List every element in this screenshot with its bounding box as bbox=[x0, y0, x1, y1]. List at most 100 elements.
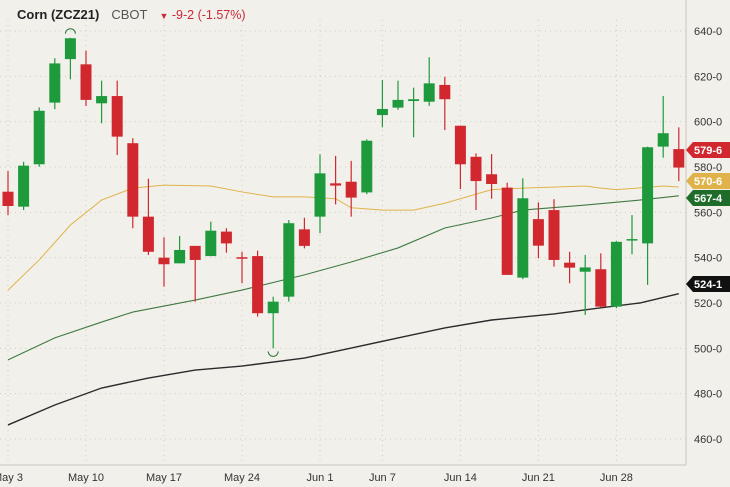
y-tick-label: 580-0 bbox=[694, 162, 722, 174]
candle-body bbox=[142, 216, 154, 252]
candle-body bbox=[49, 63, 61, 103]
y-tick-label: 600-0 bbox=[694, 117, 722, 129]
candle-body bbox=[220, 231, 232, 244]
x-tick-label: Jun 7 bbox=[369, 472, 396, 484]
candle-body bbox=[127, 143, 139, 217]
candle bbox=[361, 139, 373, 195]
y-tick-label: 540-0 bbox=[694, 253, 722, 265]
price-tag-label: 567-4 bbox=[694, 193, 723, 205]
price-tag-label: 570-6 bbox=[694, 176, 722, 188]
candle-body bbox=[267, 301, 279, 314]
x-tick-label: Jun 1 bbox=[307, 472, 334, 484]
candle bbox=[486, 154, 498, 199]
y-tick-label: 560-0 bbox=[694, 207, 722, 219]
candle-body bbox=[345, 181, 357, 198]
x-tick-label: May 17 bbox=[146, 472, 182, 484]
candle bbox=[626, 215, 638, 255]
candle-body bbox=[439, 84, 451, 100]
candle bbox=[439, 76, 451, 131]
candle-body bbox=[111, 96, 123, 137]
candle-body bbox=[501, 187, 513, 275]
moving-average-line bbox=[7, 184, 679, 291]
x-tick-label: May 24 bbox=[224, 472, 260, 484]
x-tick-label: Jun 21 bbox=[522, 472, 555, 484]
high-marker bbox=[64, 28, 76, 34]
y-tick-label: 460-0 bbox=[694, 434, 722, 446]
candle bbox=[330, 155, 342, 205]
triangle-down-icon: ▼ bbox=[159, 11, 169, 21]
candle bbox=[314, 154, 326, 234]
ma-mid-tag: 567-4 bbox=[686, 190, 730, 206]
candle bbox=[174, 235, 186, 264]
last-price-tag: 579-6 bbox=[686, 142, 730, 158]
chart-header: Corn (ZCZ21) CBOT ▼ -9-2 (-1.57%) bbox=[17, 7, 246, 22]
candle bbox=[408, 87, 420, 138]
candle bbox=[345, 160, 357, 217]
candle bbox=[673, 127, 685, 182]
candle bbox=[470, 153, 482, 211]
candle bbox=[18, 161, 30, 211]
candle bbox=[501, 182, 513, 275]
candle bbox=[532, 202, 544, 259]
y-tick-label: 640-0 bbox=[694, 26, 722, 38]
price-tag-label: 524-1 bbox=[694, 279, 722, 291]
candle bbox=[642, 146, 654, 285]
candle-body bbox=[361, 140, 373, 193]
candle-body bbox=[595, 269, 607, 307]
candle bbox=[517, 178, 529, 280]
candle bbox=[64, 37, 76, 80]
candle bbox=[579, 254, 591, 316]
candle-body bbox=[579, 267, 591, 272]
candle bbox=[205, 221, 217, 257]
y-tick-label: 500-0 bbox=[694, 343, 722, 355]
candle-body bbox=[96, 96, 108, 104]
price-tag-shape bbox=[686, 190, 730, 206]
candle bbox=[267, 296, 279, 349]
candle-body bbox=[18, 165, 30, 207]
y-tick-label: 480-0 bbox=[694, 389, 722, 401]
candle bbox=[376, 79, 388, 128]
x-tick-label: May 10 bbox=[68, 472, 104, 484]
x-tick-label: Jun 28 bbox=[600, 472, 633, 484]
candle-body bbox=[2, 191, 14, 206]
candle bbox=[220, 228, 232, 253]
candle-body bbox=[158, 257, 170, 265]
candle-body bbox=[564, 262, 576, 268]
candle-body bbox=[64, 38, 76, 60]
low-marker bbox=[267, 351, 279, 357]
candle bbox=[283, 220, 295, 302]
candle-body bbox=[423, 83, 435, 102]
candle bbox=[96, 80, 108, 124]
candle-body bbox=[532, 219, 544, 246]
candle bbox=[80, 50, 92, 107]
symbol-title: Corn (ZCZ21) bbox=[17, 7, 100, 22]
candle-body bbox=[610, 241, 622, 307]
candle bbox=[298, 217, 310, 249]
candle-body bbox=[657, 133, 669, 147]
candle-body bbox=[642, 147, 654, 244]
candle bbox=[252, 250, 264, 317]
candle-body bbox=[486, 174, 498, 185]
candle bbox=[33, 107, 45, 167]
price-tag-shape bbox=[686, 276, 730, 292]
candle-body bbox=[408, 99, 420, 102]
candle bbox=[423, 57, 435, 106]
candle-body bbox=[252, 256, 264, 314]
candle bbox=[657, 96, 669, 158]
price-change: ▼ -9-2 (-1.57%) bbox=[159, 8, 245, 22]
price-change-value: -9-2 (-1.57%) bbox=[171, 8, 246, 22]
candle bbox=[548, 199, 560, 267]
x-tick-label: Jun 14 bbox=[444, 472, 477, 484]
candle-body bbox=[189, 245, 201, 260]
moving-average-line bbox=[7, 195, 679, 361]
candle bbox=[454, 125, 466, 189]
candle-body bbox=[205, 230, 217, 257]
candle-body bbox=[548, 210, 560, 260]
candle bbox=[111, 80, 123, 155]
candle-body bbox=[517, 198, 529, 278]
candle bbox=[189, 245, 201, 302]
exchange-label: CBOT bbox=[111, 7, 148, 22]
candle bbox=[142, 178, 154, 255]
candle-body bbox=[673, 149, 685, 168]
